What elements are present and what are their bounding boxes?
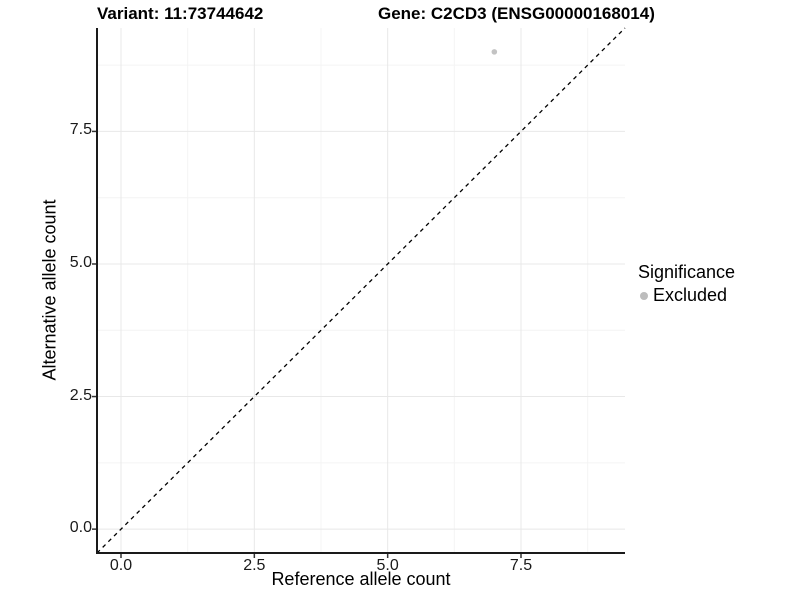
- y-tick-label: 2.5: [69, 386, 92, 404]
- excluded-point-icon: [640, 291, 648, 300]
- x-axis-title: Reference allele count: [271, 569, 451, 589]
- y-tick-label: 0.0: [69, 519, 92, 537]
- x-tick-label: 5.0: [376, 557, 399, 574]
- gene-title: Gene: C2CD3 (ENSG00000168014): [378, 4, 655, 23]
- y-tick-label: 5.0: [69, 253, 92, 271]
- data-point-excluded: [491, 49, 498, 55]
- variant-title: Variant: 11:73744642: [97, 4, 264, 23]
- legend: Significance Excluded: [638, 262, 735, 306]
- legend-item-label: Excluded: [653, 285, 728, 305]
- x-tick-label: 0.0: [109, 557, 133, 574]
- legend-title: Significance: [638, 262, 736, 282]
- y-axis-title: Alternative allele count: [39, 199, 60, 381]
- y-tick-label: 7.5: [69, 121, 92, 139]
- x-tick-label: 2.5: [243, 557, 266, 574]
- identity-dashed-line: [96, 27, 626, 554]
- legend-item-excluded: Excluded: [640, 285, 735, 306]
- x-tick-label: 7.5: [509, 557, 533, 574]
